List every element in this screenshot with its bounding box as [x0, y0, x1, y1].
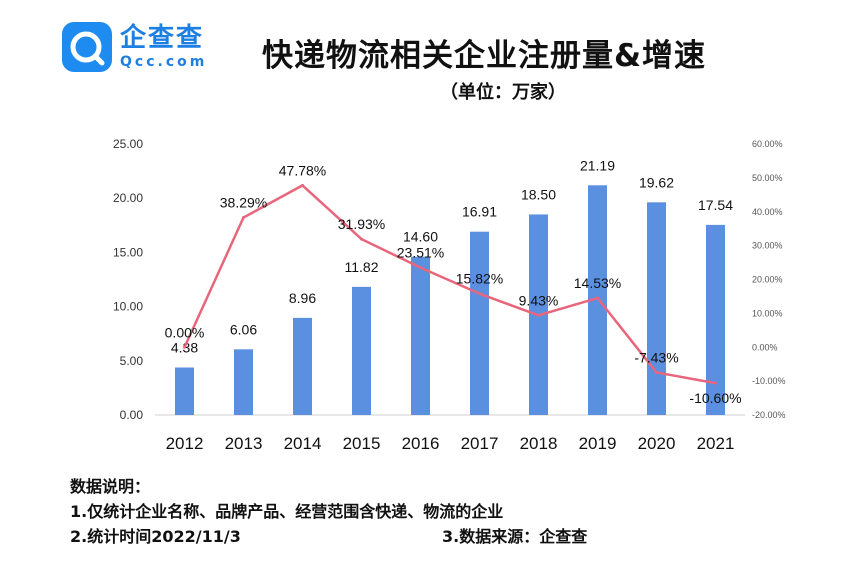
- x-tick-label: 2014: [284, 434, 322, 453]
- bar-value-label: 17.54: [698, 197, 733, 213]
- x-tick-label: 2019: [579, 434, 617, 453]
- bar: [411, 256, 430, 415]
- y-right-tick-label: -10.00%: [752, 376, 786, 386]
- y-right-tick-label: 10.00%: [752, 308, 783, 318]
- bar: [470, 231, 489, 415]
- growth-point: [596, 296, 599, 300]
- y-right-tick-label: 60.00%: [752, 139, 783, 149]
- bar: [234, 349, 253, 415]
- x-tick-label: 2017: [461, 434, 499, 453]
- bar: [588, 185, 607, 415]
- brand-name-en: Qcc.com: [120, 54, 208, 70]
- y-right-tick-label: 30.00%: [752, 241, 783, 251]
- growth-value-label: 23.51%: [397, 245, 444, 261]
- data-notes: 数据说明： 1.仅统计企业名称、品牌产品、经营范围含快递、物流的企业 2.统计时…: [70, 474, 587, 549]
- bar-value-label: 6.06: [230, 321, 257, 337]
- bar: [706, 224, 725, 415]
- y-right-tick-label: 20.00%: [752, 275, 783, 285]
- y-left-tick-label: 20.00: [113, 191, 143, 205]
- notes-heading: 数据说明：: [70, 477, 151, 496]
- growth-value-label: 9.43%: [519, 292, 559, 308]
- growth-point: [360, 237, 363, 241]
- y-right-tick-label: 50.00%: [752, 173, 783, 183]
- growth-value-label: -10.60%: [689, 390, 741, 406]
- growth-point: [655, 370, 658, 374]
- notes-line-3: 3.数据来源：企查查: [442, 527, 588, 546]
- x-tick-label: 2018: [520, 434, 558, 453]
- growth-value-label: 0.00%: [165, 324, 205, 340]
- bar-value-label: 8.96: [289, 290, 316, 306]
- y-left-tick-label: 5.00: [120, 354, 144, 368]
- bar: [175, 367, 194, 415]
- qcc-logo-icon: [62, 22, 112, 72]
- y-right-tick-label: 0.00%: [752, 342, 778, 352]
- growth-value-label: 15.82%: [456, 271, 503, 287]
- brand-logo: 企查查 Qcc.com: [62, 22, 207, 72]
- growth-point: [183, 345, 186, 349]
- y-right-tick-label: -20.00%: [752, 410, 786, 420]
- bar: [647, 202, 666, 415]
- bar-value-label: 16.91: [462, 204, 497, 220]
- growth-value-label: 38.29%: [220, 195, 267, 211]
- notes-line-1: 1.仅统计企业名称、品牌产品、经营范围含快递、物流的企业: [70, 502, 504, 521]
- growth-point: [419, 266, 422, 270]
- notes-line-2: 2.统计时间2022/11/3: [70, 527, 241, 546]
- y-right-tick-label: 40.00%: [752, 207, 783, 217]
- growth-line: [183, 184, 716, 385]
- bar-value-label: 18.50: [521, 186, 556, 202]
- x-tick-label: 2013: [225, 434, 263, 453]
- x-tick-label: 2015: [343, 434, 381, 453]
- bar: [352, 286, 371, 415]
- chart-title: 快递物流相关企业注册量&增速: [262, 38, 707, 74]
- x-tick-label: 2012: [166, 434, 204, 453]
- bar-value-label: 21.19: [580, 157, 615, 173]
- growth-point: [478, 292, 481, 296]
- y-left-tick-label: 15.00: [113, 245, 143, 259]
- bar-value-label: 14.60: [403, 229, 438, 245]
- growth-point: [714, 381, 717, 385]
- bar: [293, 317, 312, 415]
- y-left-tick-label: 25.00: [113, 137, 143, 151]
- growth-point: [537, 313, 540, 317]
- growth-point: [242, 216, 245, 220]
- bar-value-label: 11.82: [345, 259, 379, 275]
- growth-point: [301, 183, 304, 187]
- x-tick-label: 2021: [697, 434, 735, 453]
- growth-value-label: -7.43%: [634, 349, 678, 365]
- brand-name-cn: 企查查: [120, 23, 205, 53]
- x-tick-label: 2016: [402, 434, 440, 453]
- combo-chart: 0.00 5.00 10.00 15.00 20.00 25.00 -20.00% -10.0…: [113, 137, 786, 453]
- bar-value-label: 19.62: [639, 174, 674, 190]
- growth-value-label: 31.93%: [338, 216, 385, 232]
- y-left-tick-label: 10.00: [113, 300, 143, 314]
- y-left-tick-label: 0.00: [120, 408, 144, 422]
- growth-value-label: 14.53%: [574, 275, 621, 291]
- x-tick-label: 2020: [638, 434, 676, 453]
- chart-subtitle: （单位：万家）: [440, 82, 566, 103]
- growth-value-label: 47.78%: [279, 162, 326, 178]
